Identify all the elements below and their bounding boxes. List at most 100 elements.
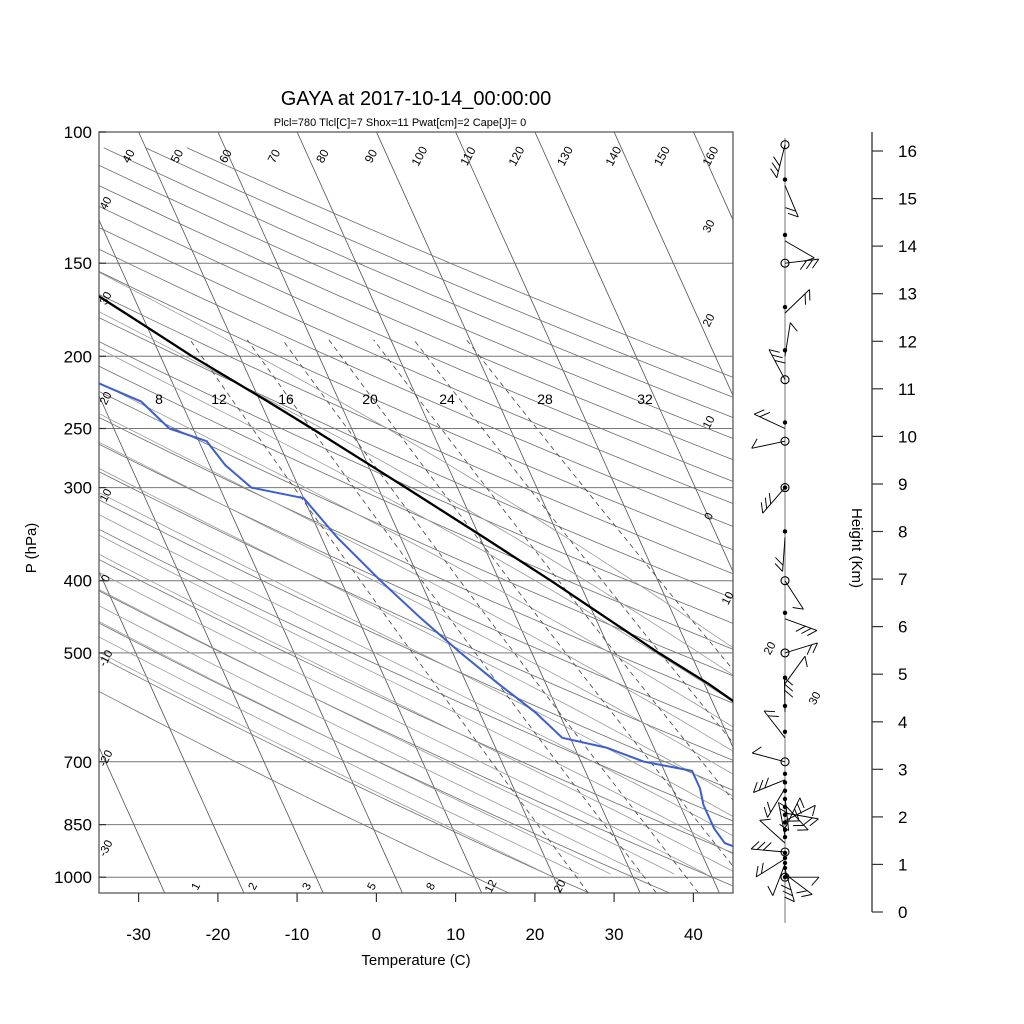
isotherm-label-left: 20 [98, 390, 115, 407]
wind-barb-feather [759, 818, 771, 821]
dry-adiabat-label: 60 [216, 147, 235, 166]
wind-level-circle-marker [780, 483, 790, 493]
wind-level-dot-marker [782, 420, 788, 425]
isotherm-label-right: 20 [701, 312, 718, 329]
mixing-ratio-label: 12 [483, 878, 500, 895]
temperature-tick-label: -20 [206, 925, 231, 944]
mixing-ratio-label: 20 [552, 878, 569, 895]
mixing-ratio-line [413, 339, 733, 744]
moist-adiabat-line [99, 467, 733, 797]
isotherm-label-left: 10 [98, 487, 115, 504]
wind-barb-shaft [782, 537, 786, 572]
wind-level-dot-marker [782, 232, 788, 238]
dry-adiabat-line [99, 656, 590, 893]
dry-adiabat-line [99, 341, 733, 624]
isotherm-label-right: 30 [807, 690, 824, 707]
gridline-clip-group [99, 132, 733, 893]
wind-barb-shaft [751, 848, 786, 853]
moist-adiabat-line [99, 348, 733, 702]
mixing-ratio-label: 3 [301, 881, 315, 892]
isotherm-label-right: 0 [703, 511, 717, 522]
isotherm-line [99, 570, 245, 893]
isotherm-line [99, 394, 324, 893]
wind-barb-feather [803, 257, 815, 262]
dry-adiabat-label: 70 [265, 147, 284, 166]
wind-barb-shaft [784, 258, 819, 264]
wind-barb-shaft [778, 802, 786, 836]
wind-barb-shaft [755, 858, 786, 878]
wind-level-dot-marker [782, 820, 788, 825]
temperature-tick-label: 40 [684, 925, 703, 944]
wind-level-dot-marker [782, 675, 788, 680]
height-tick-label: 7 [898, 570, 907, 589]
height-tick-label: 0 [898, 903, 907, 922]
wind-barb-shaft [768, 349, 786, 380]
wind-level-circle-marker [780, 757, 790, 767]
dry-adiabat-line [99, 559, 733, 854]
wind-barb-feather [799, 797, 805, 809]
isotherm-line [455, 132, 733, 749]
pressure-tick-label: 200 [64, 347, 92, 366]
wind-barb-feather [801, 893, 813, 898]
wind-level-circle-marker [780, 436, 790, 446]
wind-level-circle-marker [780, 648, 790, 658]
sounding-indices-subtitle: Plcl=780 Tlcl[C]=7 Shox=11 Pwat[cm]=2 Ca… [274, 117, 526, 129]
height-tick-label: 12 [898, 332, 917, 351]
wind-barb-feather [750, 841, 760, 850]
wind-barb-feather [787, 212, 799, 218]
wind-barb-feather [771, 354, 783, 359]
temperature-profile-line [99, 294, 733, 703]
wind-barb-feather [768, 349, 780, 353]
wind-barb-feather [751, 746, 762, 754]
wind-barb-feather [782, 890, 793, 897]
height-tick-label: 16 [898, 142, 917, 161]
dry-adiabat-line [99, 528, 733, 822]
height-axis-label: Height (Km) [848, 508, 865, 588]
wind-barb-feather [767, 885, 774, 896]
dry-adiabat-line [99, 471, 733, 761]
isotherm-label-mid: 32 [637, 391, 653, 407]
wind-barb-feather [812, 805, 816, 817]
wind-barb-feather [806, 644, 813, 655]
wind-level-dot-marker [782, 610, 788, 615]
wind-level-circle-marker [780, 576, 790, 586]
isotherm-line [138, 132, 483, 893]
wind-barb-shaft [751, 440, 786, 449]
pressure-tick-label: 400 [64, 572, 92, 591]
wind-barb-feather [799, 260, 807, 270]
wind-barb-feather [785, 207, 797, 212]
isotherm-label-left: 0 [100, 573, 114, 584]
isotherm-label-mid: 24 [439, 391, 455, 407]
pressure-axis-label: P (hPa) [23, 523, 40, 574]
pressure-tick-label: 1000 [54, 868, 92, 887]
wind-level-dot-marker [782, 780, 788, 785]
wind-barb-feather [796, 803, 802, 814]
wind-barb-feather [754, 409, 765, 415]
dry-adiabat-line [99, 499, 733, 791]
height-tick-label: 10 [898, 427, 917, 446]
height-tick-label: 8 [898, 523, 907, 542]
moist-adiabat-line [99, 621, 611, 875]
plot-frame [98, 131, 734, 894]
wind-barb-shaft [784, 804, 816, 822]
dry-adiabat-line [99, 227, 733, 505]
wind-barb-shaft [772, 863, 786, 896]
moist-adiabat-line [99, 571, 707, 875]
isotherm-label-mid: 20 [362, 391, 378, 407]
moist-adiabat-line [99, 514, 733, 837]
wind-barb-feather [774, 563, 783, 572]
wind-barb-shaft [784, 812, 819, 820]
wind-barb-shaft [784, 580, 804, 610]
wind-barb-feather [796, 890, 808, 894]
wind-barb-shaft [784, 804, 809, 831]
wind-barb-feather [792, 607, 804, 610]
wind-barb-shaft [784, 289, 810, 314]
dry-adiabat-label: 80 [313, 147, 332, 166]
wind-level-dot-marker [782, 304, 788, 310]
isotherm-label-mid: 16 [278, 391, 294, 407]
mixing-ratio-label: 2 [247, 881, 261, 892]
wind-barb-feather [764, 710, 776, 713]
wind-barb-shaft [784, 322, 791, 357]
